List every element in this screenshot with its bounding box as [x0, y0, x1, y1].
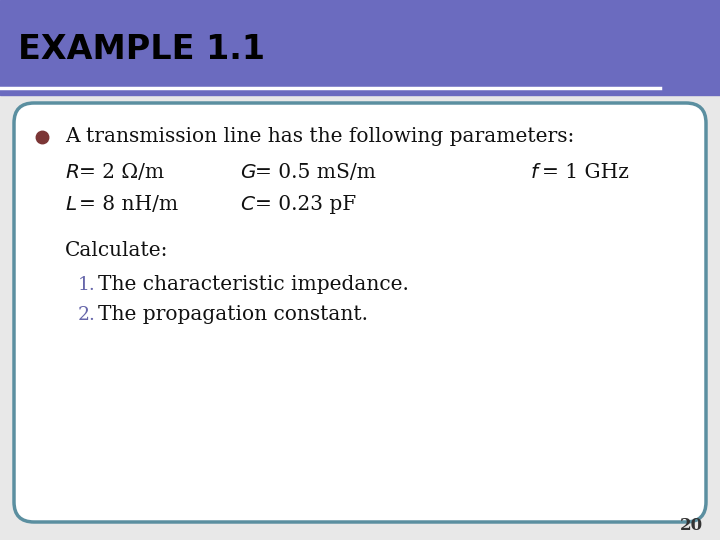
Text: $C$: $C$ [240, 195, 256, 214]
Text: A transmission line has the following parameters:: A transmission line has the following pa… [65, 127, 575, 146]
Text: = 0.5 mS/m: = 0.5 mS/m [255, 164, 376, 183]
Text: = 2 Ω/m: = 2 Ω/m [79, 164, 164, 183]
FancyBboxPatch shape [14, 103, 706, 522]
Text: $f$: $f$ [530, 164, 541, 183]
Text: 1.: 1. [78, 276, 96, 294]
Text: EXAMPLE 1.1: EXAMPLE 1.1 [18, 33, 265, 66]
Text: = 1 GHz: = 1 GHz [542, 164, 629, 183]
Text: $R$: $R$ [65, 164, 79, 183]
Text: $G$: $G$ [240, 164, 256, 183]
Text: $L$: $L$ [65, 195, 77, 214]
Text: = 8 nH/m: = 8 nH/m [79, 195, 178, 214]
Text: The propagation constant.: The propagation constant. [98, 306, 368, 325]
Text: 20: 20 [680, 517, 703, 535]
Text: 2.: 2. [78, 306, 96, 324]
Text: = 0.23 pF: = 0.23 pF [255, 195, 356, 214]
Bar [0, 0, 720, 95]
Text: The characteristic impedance.: The characteristic impedance. [98, 275, 409, 294]
Text: Calculate:: Calculate: [65, 241, 168, 260]
